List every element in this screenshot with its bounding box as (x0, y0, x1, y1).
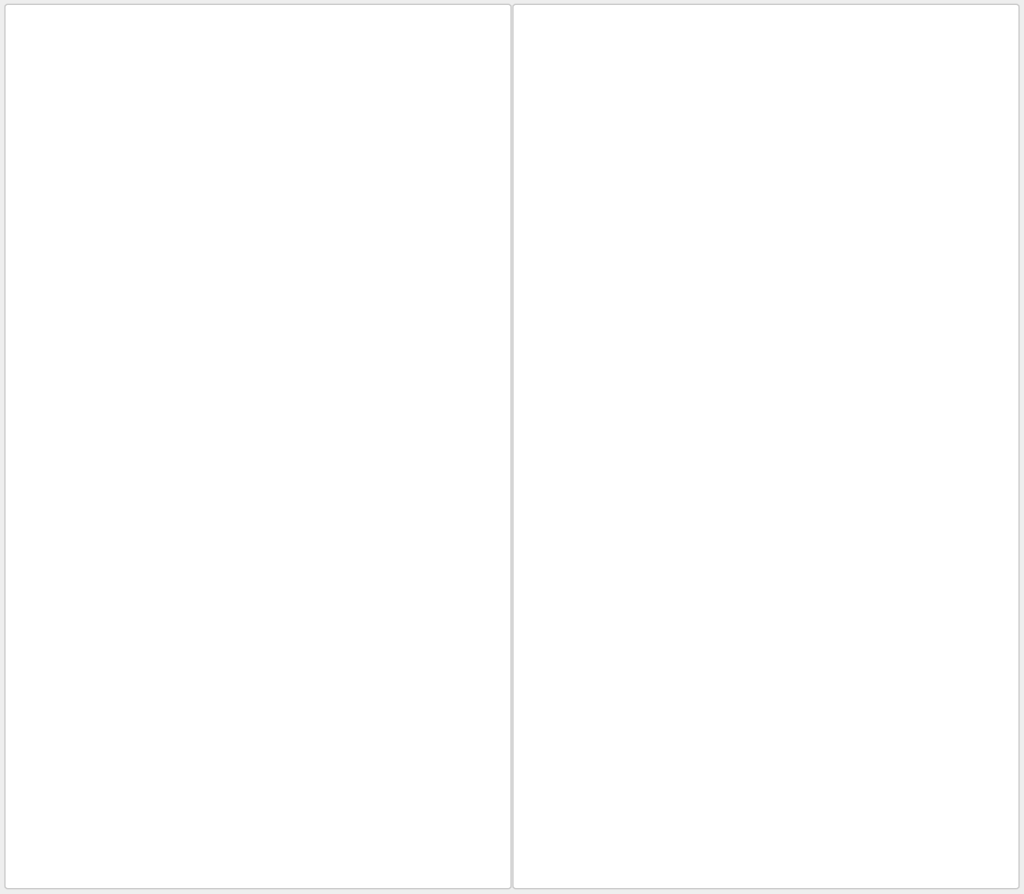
Circle shape (25, 765, 46, 804)
Text: COUNTRY: COUNTRY (536, 505, 599, 518)
Text: Regions: Regions (646, 21, 695, 33)
Text: 301,558: 301,558 (949, 736, 1001, 749)
Bar (516, 674, 1016, 720)
Text: DEVICES: DEVICES (28, 545, 85, 558)
Text: AMOUNT: AMOUNT (942, 505, 1001, 518)
Text: Italy: Italy (536, 599, 563, 612)
Bar (516, 628, 1016, 674)
Text: UK: UK (536, 873, 553, 886)
Text: France: France (536, 781, 578, 795)
Text: 568,795: 568,795 (949, 599, 1001, 612)
Text: World Map: World Map (715, 242, 818, 261)
Text: Windows PC: Windows PC (60, 662, 136, 675)
Text: −: − (542, 449, 555, 467)
Wedge shape (71, 228, 155, 370)
Text: Browsers: Browsers (274, 21, 332, 33)
Text: 832,475: 832,475 (949, 553, 1001, 566)
Text: 344,918: 344,918 (949, 690, 1001, 704)
Text: PlayStation 4: PlayStation 4 (60, 778, 143, 790)
Text: Cities: Cities (736, 21, 771, 33)
Circle shape (25, 822, 46, 862)
Text: iPad: iPad (60, 603, 87, 617)
Text: 6,347: 6,347 (458, 720, 493, 733)
Text: Devices: Devices (41, 21, 95, 33)
Bar (8, 755, 508, 814)
Text: +: + (587, 449, 600, 467)
Bar (8, 697, 508, 755)
Wedge shape (233, 117, 411, 457)
Text: 23,344: 23,344 (450, 603, 493, 617)
Bar (516, 720, 1016, 765)
Text: 7,454: 7,454 (458, 662, 493, 675)
Bar (8, 639, 508, 697)
Text: Operating systems: Operating systems (126, 21, 245, 33)
Bar (8, 581, 508, 639)
FancyBboxPatch shape (12, 6, 119, 52)
Bar (516, 811, 1016, 856)
Bar (516, 537, 1016, 583)
Text: 203,017: 203,017 (949, 781, 1001, 795)
Text: 4,551: 4,551 (458, 778, 493, 790)
Bar (8, 814, 508, 871)
Bar (516, 583, 1016, 628)
Text: iPhone: iPhone (60, 836, 102, 848)
Text: Country: France 133,742 hits: Country: France 133,742 hits (631, 451, 802, 464)
Bar (8, 871, 508, 894)
Text: 4,345: 4,345 (458, 836, 493, 848)
Text: Mac: Mac (60, 720, 86, 733)
Text: Countries: Countries (535, 21, 602, 33)
Wedge shape (81, 146, 185, 252)
Text: 99,471: 99,471 (957, 873, 1001, 886)
Text: 201,112: 201,112 (949, 827, 1001, 840)
Text: Belgium: Belgium (536, 827, 588, 840)
Circle shape (25, 649, 46, 687)
FancyBboxPatch shape (529, 434, 568, 481)
Bar (516, 486, 1016, 537)
Text: Australia: Australia (536, 553, 592, 566)
FancyBboxPatch shape (574, 434, 613, 481)
Bar (516, 765, 1016, 811)
Text: 395,613: 395,613 (949, 645, 1001, 658)
Text: Spain: Spain (536, 736, 571, 749)
Wedge shape (92, 335, 237, 457)
Bar (516, 856, 1016, 894)
Bar (8, 521, 508, 581)
Wedge shape (145, 117, 241, 206)
Text: United States: United States (536, 690, 621, 704)
FancyBboxPatch shape (520, 6, 612, 52)
Text: Germany: Germany (536, 645, 594, 658)
Text: AMOUNT: AMOUNT (434, 545, 493, 558)
Circle shape (25, 591, 46, 629)
Circle shape (25, 707, 46, 746)
